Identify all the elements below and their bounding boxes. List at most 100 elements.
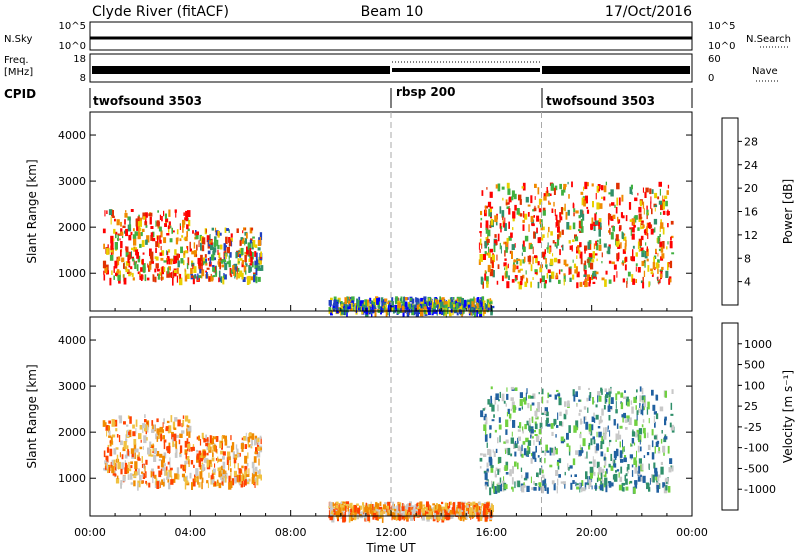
velocity-echo-mark xyxy=(664,416,667,421)
power-echo-mark xyxy=(593,221,596,227)
velocity-echo-mark xyxy=(179,433,183,438)
power-echo-mark xyxy=(643,208,645,215)
freq-frame xyxy=(89,53,693,83)
velocity-echo-mark xyxy=(192,478,196,487)
velocity-echo-mark xyxy=(655,394,658,399)
power-echo-mark xyxy=(245,260,247,266)
power-echo-mark xyxy=(186,245,188,249)
power-echo-mark xyxy=(250,276,253,281)
power-echo-mark xyxy=(516,208,520,215)
power-echo-mark xyxy=(235,271,236,277)
power-echo-mark xyxy=(385,308,388,317)
velocity-echo-mark xyxy=(503,476,505,482)
velocity-echo-mark xyxy=(592,436,595,440)
power-echo-mark xyxy=(556,219,558,227)
velocity-echo-mark xyxy=(354,505,357,513)
velocity-echo-mark xyxy=(120,482,122,489)
power-echo-mark xyxy=(140,274,143,277)
velocity-echo-mark xyxy=(557,478,559,486)
power-echo-mark xyxy=(239,270,243,277)
velocity-echo-mark xyxy=(531,453,534,457)
velocity-echo-mark xyxy=(392,501,395,509)
velocity-echo-mark xyxy=(663,452,665,456)
velocity-echo-mark xyxy=(514,461,517,467)
power-echo-mark xyxy=(373,298,375,307)
power-echo-mark xyxy=(553,187,556,195)
power-echo-mark xyxy=(361,303,366,311)
velocity-echo-mark xyxy=(521,485,525,493)
velocity-echo-mark xyxy=(534,434,538,436)
velocity-echo-mark xyxy=(248,468,250,475)
power-echo-mark xyxy=(599,238,602,245)
velocity-echo-mark xyxy=(192,446,195,451)
velocity-echo-mark xyxy=(538,429,542,435)
power-echo-mark xyxy=(459,302,462,307)
power-echo-mark xyxy=(668,278,671,285)
velocity-echo-mark xyxy=(245,432,247,441)
velocity-echo-mark xyxy=(447,513,451,520)
power-echo-mark xyxy=(481,296,485,303)
power-echo-mark xyxy=(632,278,636,285)
velocity-echo-mark xyxy=(256,475,259,482)
velocity-echo-mark xyxy=(605,394,609,398)
power-echo-mark xyxy=(596,243,599,251)
velocity-echo-mark xyxy=(574,474,577,477)
velocity-echo-mark xyxy=(491,505,494,512)
velocity-echo-mark xyxy=(190,447,193,452)
power-echo-mark xyxy=(515,277,517,282)
velocity-echo-mark xyxy=(589,466,594,474)
velocity-echo-mark xyxy=(167,472,170,480)
velocity-echo-mark xyxy=(172,441,175,448)
velocity-colorbar-tick-label: -25 xyxy=(744,421,762,434)
power-echo-mark xyxy=(538,198,543,205)
power-echo-mark xyxy=(547,269,551,274)
velocity-echo-mark xyxy=(182,419,185,427)
power-echo-mark xyxy=(518,281,522,290)
power-echo-mark xyxy=(219,277,222,282)
velocity-echo-mark xyxy=(213,444,217,452)
power-echo-mark xyxy=(167,225,170,230)
velocity-echo-mark xyxy=(112,473,116,476)
velocity-echo-mark xyxy=(228,463,230,471)
power-echo-mark xyxy=(591,217,594,225)
velocity-echo-mark xyxy=(560,436,564,442)
velocity-echo-mark xyxy=(497,404,499,412)
power-echo-mark xyxy=(145,239,148,245)
power-echo-mark xyxy=(650,228,654,235)
power-echo-mark xyxy=(210,243,214,251)
power-echo-mark xyxy=(508,275,510,280)
power-echo-mark xyxy=(368,302,370,311)
power-echo-mark xyxy=(631,256,635,262)
power-echo-mark xyxy=(131,272,134,277)
power-echo-mark xyxy=(534,196,536,200)
power-echo-mark xyxy=(166,257,169,262)
velocity-echo-mark xyxy=(184,460,188,465)
velocity-echo-mark xyxy=(251,461,255,469)
power-echo-mark xyxy=(640,200,643,207)
velocity-echo-mark xyxy=(132,431,136,437)
power-echo-mark xyxy=(608,192,611,195)
velocity-echo-mark xyxy=(129,473,133,480)
velocity-echo-mark xyxy=(489,403,493,407)
power-echo-mark xyxy=(113,266,115,273)
power-echo-mark xyxy=(652,271,654,275)
power-echo-mark xyxy=(214,239,217,248)
velocity-echo-mark xyxy=(414,508,419,512)
power-echo-mark xyxy=(395,296,398,304)
power-echo-mark xyxy=(548,200,550,204)
velocity-echo-mark xyxy=(243,480,245,487)
velocity-echo-mark xyxy=(484,482,489,487)
power-echo-mark xyxy=(117,235,119,242)
velocity-echo-mark xyxy=(582,487,586,492)
power-echo-mark xyxy=(253,274,256,283)
power-echo-mark xyxy=(646,246,648,252)
velocity-echo-mark xyxy=(222,451,226,456)
velocity-echo-mark xyxy=(416,503,418,507)
power-echo-mark xyxy=(110,216,112,225)
power-echo-mark xyxy=(609,227,611,235)
velocity-echo-mark xyxy=(351,506,355,514)
velocity-echo-mark xyxy=(667,445,670,454)
velocity-echo-mark xyxy=(479,506,481,511)
velocity-echo-mark xyxy=(134,471,138,476)
velocity-echo-mark xyxy=(335,501,339,504)
